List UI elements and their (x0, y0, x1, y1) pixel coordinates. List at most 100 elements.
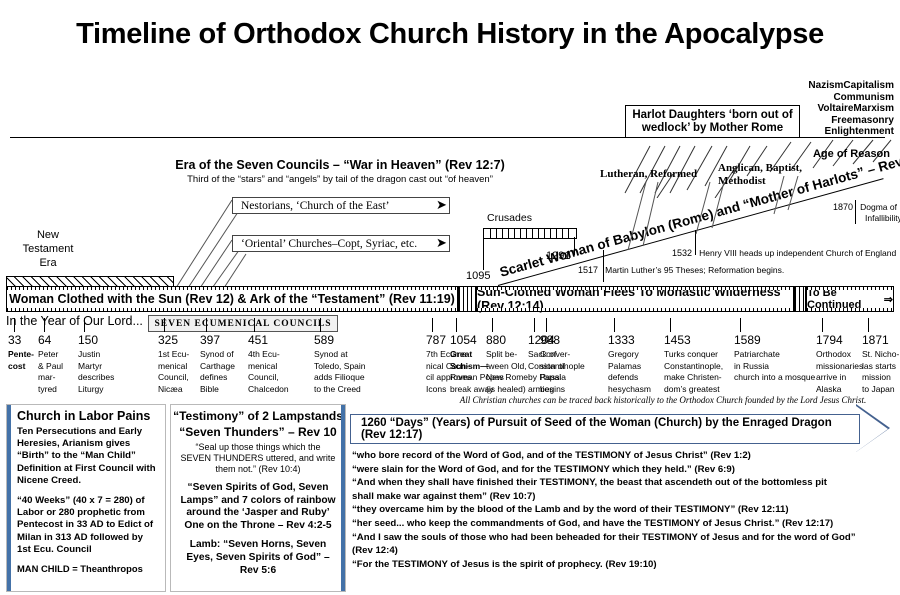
year-787-line-1: 7th Ecume- (426, 349, 470, 359)
year-1204-line-3: by Papal (528, 372, 562, 382)
year-1453-line-4: dom’s greatest (664, 383, 720, 394)
box1-paragraph-3: MAN CHILD = Theanthropos (17, 563, 143, 575)
year-description-1871: St. Nicho-las starts mission to Japan (862, 349, 900, 395)
year-1333-line-1: Gregory (608, 349, 639, 359)
new-testament-era-label: New Testament Era (8, 228, 88, 270)
year-number-787: 787 (426, 333, 447, 347)
year-1794-line-3: arrive in (816, 372, 847, 382)
year-tick-1871 (868, 318, 869, 332)
event-1532-text: Henry VIII heads up independent Church o… (699, 248, 897, 258)
scripture-line-2: “were slain for the Word of God, and for… (352, 463, 735, 475)
year-988-line-4: begins (540, 383, 566, 394)
event-1870-text2: Infallibility (865, 213, 900, 223)
year-64-line-4: tyred (38, 383, 57, 394)
event-tick-1517 (603, 250, 604, 282)
event-1517-year: 1517 (578, 265, 599, 275)
box2-body-2: Lamb: “Seven Horns, Seven Eyes, Seven Sp… (186, 539, 330, 576)
year-1054-line-1: Great (450, 349, 473, 359)
year-description-150: Justin Martyr describes Liturgy (78, 349, 130, 395)
year-1871-line-3: mission (862, 372, 891, 382)
year-description-1204: Sack of Constantinople by Papal armies (528, 349, 606, 395)
year-397-line-2: Carthage (200, 360, 235, 371)
scripture-line-9: “For the TESTIMONY of Jesus is the spiri… (352, 558, 657, 570)
crusades-start-leader (483, 237, 484, 270)
anglican-methodist-label: Anglican, Baptist, Methodist (718, 162, 802, 188)
year-325-line-2: menical (158, 360, 188, 371)
year-tick-1794 (822, 318, 823, 332)
year-number-64: 64 (38, 333, 52, 347)
church-labor-pains-box: Church in Labor Pains Ten Persecutions a… (6, 404, 166, 592)
branch-banner-oriental: ‘Oriental’ Churches–Copt, Syriac, etc. (232, 235, 450, 252)
event-1870-year: 1870 (833, 202, 854, 212)
year-tick-988 (546, 318, 547, 332)
box2-body-1: “Seven Spirits of God, Seven Lamps” and … (180, 482, 336, 531)
year-number-1589: 1589 (734, 333, 761, 347)
year-tick-397 (206, 318, 207, 332)
event-1517-text: Martin Luther’s 95 Theses; Reformation b… (605, 265, 785, 275)
year-1794-line-2: missionaries (816, 360, 864, 371)
branch-banner-nestorians: Nestorians, ‘Church of the East’ (232, 197, 450, 214)
branch-label-1: ‘Oriental’ Churches–Copt, Syriac, etc. (241, 237, 418, 250)
branch-arrow-0-icon: ➤ (436, 197, 447, 212)
year-number-1054: 1054 (450, 333, 477, 347)
box2-heading-1: “Testimony” of 2 Lampstands (173, 409, 343, 423)
upper-divider-rule (10, 137, 885, 138)
year-150-line-3: describes (78, 372, 115, 382)
harlot-diagonal-strokes (624, 139, 892, 198)
year-tick-1204 (534, 318, 535, 332)
year-description-33: Pente-cost (8, 349, 38, 372)
year-988-line-3: Russia (540, 372, 566, 382)
lutheran-reformed-label: Lutheran, Reformed (600, 168, 698, 180)
year-1204-line-4: armies (528, 383, 554, 394)
year-tick-1054 (456, 318, 457, 332)
crusades-start-year: 1095 (466, 270, 491, 282)
year-787-line-2: nical Coun- (426, 360, 469, 371)
year-tick-589 (320, 318, 321, 332)
banner-label: 1260 “Days” (Years) of Pursuit of Seed o… (361, 417, 832, 441)
year-150-line-2: Martyr (78, 360, 103, 371)
year-1204-line-1: Sack of (528, 349, 557, 359)
year-33-line-2: cost (8, 360, 26, 371)
crusades-end-leader (574, 237, 575, 255)
page-title: Timeline of Orthodox Church History in t… (76, 18, 824, 50)
ism-row: Enlightenment (764, 126, 894, 138)
year-description-1054: Great Schism— Roman Popes break away (450, 349, 512, 395)
event-1532-year: 1532 (672, 248, 693, 258)
year-number-988: 988 (540, 333, 561, 347)
year-988-line-2: sion of (540, 360, 566, 371)
year-number-33: 33 (8, 333, 22, 347)
box1-heading: Church in Labor Pains (17, 409, 151, 423)
crusades-duration-bar (483, 228, 577, 239)
year-880-line-4: (is healed) (486, 383, 526, 394)
branch-connector-lines (173, 199, 247, 292)
year-description-1794: Orthodox missionaries arrive in Alaska (816, 349, 870, 395)
year-1453-line-1: Turks conquer (664, 349, 719, 359)
year-325-line-4: Nicæa (158, 383, 183, 394)
year-150-line-4: Liturgy (78, 383, 104, 394)
ism-row: NazismCapitalism (764, 80, 894, 92)
denomination-offshoot-strokes (627, 176, 799, 251)
year-tick-325 (164, 318, 165, 332)
year-397-line-1: Synod of (200, 349, 234, 359)
anglican-line-2: Methodist (718, 175, 766, 187)
harlot-daughters-callout: Harlot Daughters ‘born out of wedlock’ b… (625, 105, 800, 138)
scripture-line-3: “And when they shall have finished their… (352, 477, 827, 489)
era-heading: Era of the Seven Councils – “War in Heav… (175, 158, 505, 172)
year-1589-line-4: church into a mosque (734, 372, 816, 382)
year-tick-787 (432, 318, 433, 332)
year-880-line-3: New Rome (486, 372, 529, 382)
timeline-gap-hatch-right (794, 286, 806, 312)
crusades-label: Crusades (487, 212, 532, 224)
year-number-1333: 1333 (608, 333, 635, 347)
timeline-bar-continued: To Be Continued ⇒ (806, 286, 894, 312)
scripture-line-7: “And I saw the souls of those who had be… (352, 531, 856, 543)
year-1589-line-1: Patriarchate (734, 349, 780, 359)
banner-arrow-fill-icon (856, 406, 888, 452)
era-subheading: Third of the “stars” and “angels” by tai… (187, 174, 493, 185)
scripture-line-4: shall make war against them” (Rev 10:7) (352, 490, 536, 502)
year-number-880: 880 (486, 333, 507, 347)
continue-arrow-icon: ⇒ (883, 293, 893, 306)
year-tick-150 (84, 318, 85, 332)
ism-right-2: Marxism (853, 103, 894, 114)
year-589-line-4: to the Creed (314, 383, 361, 394)
